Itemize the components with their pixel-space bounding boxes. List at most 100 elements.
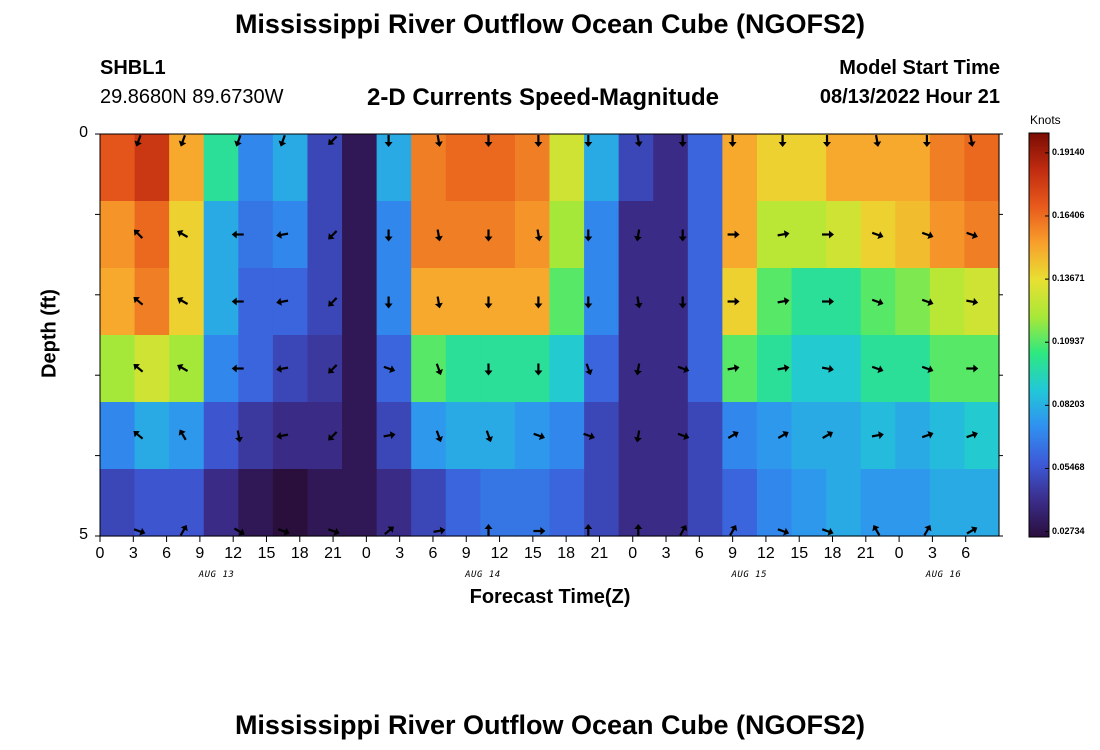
- footer-title: Mississippi River Outflow Ocean Cube (NG…: [234, 710, 866, 740]
- current-vector-arrow: [822, 230, 834, 239]
- current-vector-arrow: [231, 230, 244, 239]
- x-tick-label: 18: [823, 545, 842, 562]
- current-vector-arrow: [677, 432, 690, 440]
- x-tick-label: 3: [661, 545, 671, 562]
- heatmap-cell: [687, 402, 723, 470]
- current-vector-arrow: [966, 231, 978, 239]
- current-vector-arrow: [328, 431, 338, 441]
- heatmap-cell: [826, 469, 862, 537]
- heatmap-cell: [549, 335, 585, 403]
- x-tick-label: 0: [894, 545, 904, 562]
- heatmap-cell: [895, 469, 931, 537]
- heatmap-cell: [445, 201, 481, 269]
- heatmap-cell: [238, 134, 274, 202]
- heatmap-cell: [445, 469, 481, 537]
- x-tick-label: 12: [490, 545, 509, 562]
- heatmap-cell: [480, 402, 516, 470]
- current-vector-arrow: [484, 524, 493, 536]
- current-vector-arrow: [484, 296, 493, 309]
- heatmap-cell: [722, 469, 758, 537]
- heatmap-cell: [618, 134, 654, 202]
- x-tick-label: 3: [128, 545, 138, 562]
- current-vector-arrow: [484, 135, 493, 147]
- heatmap-cell: [169, 335, 205, 403]
- current-vector-arrow: [966, 431, 978, 439]
- heatmap-cell: [514, 201, 551, 269]
- heatmap-cell: [238, 402, 274, 470]
- current-vector-arrow: [678, 296, 687, 309]
- heatmap-cell: [584, 469, 620, 537]
- heatmap-cell: [100, 134, 136, 202]
- current-vector-arrow: [134, 134, 142, 147]
- heatmap-cell: [411, 402, 447, 470]
- current-vector-arrow: [231, 297, 244, 306]
- current-vector-arrow: [584, 296, 593, 309]
- current-vector-arrow: [966, 364, 979, 373]
- heatmap-cell: [238, 469, 274, 537]
- current-vector-arrow: [533, 527, 546, 535]
- x-month-label: AUG 14: [465, 570, 501, 580]
- current-vector-arrow: [634, 229, 642, 242]
- current-vector-arrow: [177, 230, 189, 238]
- heatmap-cell: [411, 201, 447, 269]
- heatmap-cell: [964, 469, 1000, 537]
- current-vector-arrow: [179, 524, 188, 536]
- heatmap-cell: [618, 201, 654, 269]
- heatmap-cell: [618, 402, 654, 470]
- heatmap-cell: [480, 134, 516, 202]
- current-vector-arrow: [777, 230, 790, 239]
- y-axis-ticks: [95, 133, 1003, 537]
- x-tick-label: 6: [694, 545, 704, 562]
- current-vector-arrow: [434, 134, 443, 147]
- x-tick-label: 0: [361, 545, 371, 562]
- current-vector-arrow: [133, 297, 144, 306]
- heatmap-cell: [929, 134, 966, 202]
- heatmap-cell: [514, 402, 551, 470]
- heatmap-cell: [445, 335, 481, 403]
- x-month-label: AUG 13: [198, 570, 235, 580]
- current-vector-arrow: [634, 296, 643, 309]
- current-vector-arrow: [727, 431, 739, 439]
- current-vector-arrow: [133, 364, 144, 373]
- colorbar-tick-label: 0.19140: [1052, 146, 1085, 157]
- current-vector-arrow: [729, 524, 738, 536]
- current-vector-arrow: [234, 134, 242, 147]
- heatmap-cell: [445, 134, 481, 202]
- current-vector-arrow: [777, 364, 790, 373]
- x-tick-label: 15: [523, 545, 542, 562]
- heatmap-cell: [791, 268, 827, 336]
- current-vector-arrow: [178, 134, 187, 147]
- current-vector-arrow: [276, 364, 289, 373]
- heatmap-cell: [445, 268, 481, 336]
- x-month-label: AUG 16: [925, 570, 962, 580]
- heatmap-cell: [514, 335, 551, 403]
- heatmap-cell: [480, 335, 516, 403]
- current-vector-arrow: [276, 230, 289, 239]
- heatmap-cell: [826, 402, 862, 470]
- x-tick-label: 21: [324, 545, 342, 562]
- current-vector-arrow: [484, 363, 493, 376]
- colorbar-unit-label: Knots: [1030, 113, 1061, 127]
- current-vector-arrow: [727, 230, 740, 239]
- heatmap-cell: [134, 134, 170, 202]
- heatmap-cell: [480, 268, 516, 336]
- x-axis-label: Forecast Time(Z): [469, 586, 631, 608]
- current-vector-arrow: [871, 298, 884, 306]
- current-vector-arrow: [434, 296, 443, 309]
- current-vector-arrow: [133, 229, 144, 239]
- main-title: Mississippi River Outflow Ocean Cube (NG…: [234, 9, 866, 39]
- heatmap-cell: [791, 335, 827, 403]
- heatmap-cell: [100, 201, 136, 269]
- heatmap-cell: [791, 201, 827, 269]
- heatmap-cell: [756, 134, 793, 202]
- x-tick-label: 21: [590, 545, 609, 562]
- current-vector-arrow: [727, 297, 740, 306]
- current-vector-arrow: [435, 363, 443, 376]
- y-tick-label: 5: [79, 526, 88, 543]
- current-vector-arrow: [966, 297, 979, 306]
- current-vector-arrow: [534, 135, 543, 147]
- current-vector-arrow: [534, 296, 543, 309]
- heatmap-cell: [514, 134, 551, 202]
- heatmap-cell: [203, 134, 239, 202]
- current-vector-arrow: [384, 135, 393, 147]
